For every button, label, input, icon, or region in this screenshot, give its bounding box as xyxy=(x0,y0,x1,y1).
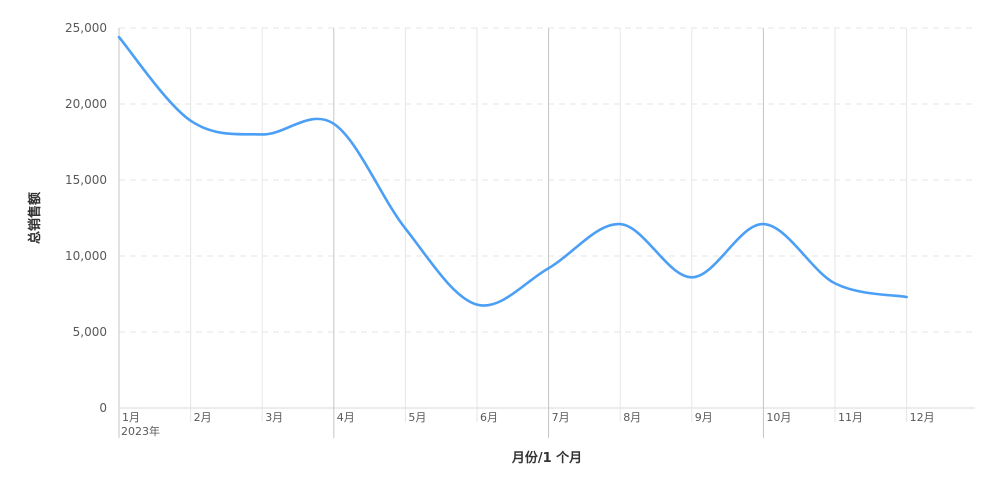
x-tick-label: 7月 xyxy=(552,411,570,424)
y-tick-label: 10,000 xyxy=(65,249,107,263)
y-axis-title: 总销售额 xyxy=(27,192,43,244)
y-tick-label: 25,000 xyxy=(65,21,107,35)
y-tick-label: 15,000 xyxy=(65,173,107,187)
x-tick-label: 9月 xyxy=(695,411,713,424)
series-layer xyxy=(117,35,908,307)
year-label: 2023年 xyxy=(121,424,160,438)
series-line xyxy=(117,35,908,307)
x-tick-label: 12月 xyxy=(910,411,935,424)
y-tick-label: 20,000 xyxy=(65,97,107,111)
x-tick-label: 6月 xyxy=(480,411,498,424)
y-tick-label: 5,000 xyxy=(73,325,107,339)
x-tick-label: 8月 xyxy=(623,411,641,424)
axis-ticks: 0 5,000 10,000 15,000 20,000 25,000 1月 2月 3月 4月 5月… xyxy=(65,21,935,424)
y-tick-label: 0 xyxy=(99,401,107,415)
x-tick-label: 10月 xyxy=(766,411,791,424)
x-tick-label: 5月 xyxy=(408,411,426,424)
x-tick-label: 4月 xyxy=(337,411,355,424)
grid-lines xyxy=(118,27,975,438)
x-tick-label: 1月 xyxy=(122,411,140,424)
x-tick-label: 2月 xyxy=(194,411,212,424)
x-tick-label: 11月 xyxy=(838,411,863,424)
x-tick-label: 3月 xyxy=(265,411,283,424)
x-axis-title: 月份/1 个月 xyxy=(511,450,582,466)
